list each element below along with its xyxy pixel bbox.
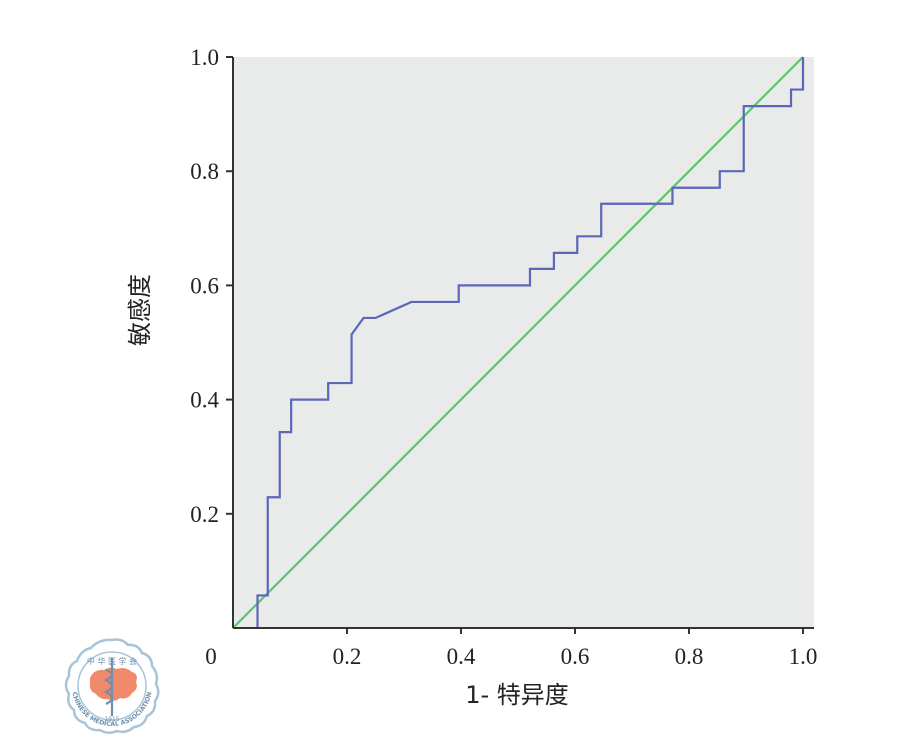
x-tick-label: 1.0 xyxy=(789,644,818,669)
x-axis-title: 1- 特异度 xyxy=(465,681,569,709)
y-tick-label: 0.6 xyxy=(190,273,219,298)
plot-area xyxy=(233,57,814,628)
x-tick-label: 0.2 xyxy=(333,644,362,669)
y-tick-label: 0.2 xyxy=(190,502,219,527)
staff-of-asclepius-icon xyxy=(103,658,114,716)
y-axis-title: 敏感度 xyxy=(126,274,154,346)
roc-curve-line xyxy=(256,57,805,628)
x-tick-label: 0.8 xyxy=(675,644,704,669)
y-tick-label: 0.8 xyxy=(190,159,219,184)
x-tick-label: 0.6 xyxy=(561,644,590,669)
reference-diagonal-line xyxy=(232,56,804,629)
china-map-icon xyxy=(89,667,137,701)
y-tick-label: 0.4 xyxy=(190,388,219,413)
x-tick-label: 0.4 xyxy=(447,644,476,669)
logo-chinese-text: 中 华 医 学 会 xyxy=(87,656,137,666)
y-tick-label: 1.0 xyxy=(190,45,219,70)
x-tick-label: 0 xyxy=(205,644,217,669)
logo-year: 1915 xyxy=(104,716,119,723)
association-logo: 中 华 医 学 会 CHINESE MEDICAL ASSOCIATION 19… xyxy=(64,638,160,734)
